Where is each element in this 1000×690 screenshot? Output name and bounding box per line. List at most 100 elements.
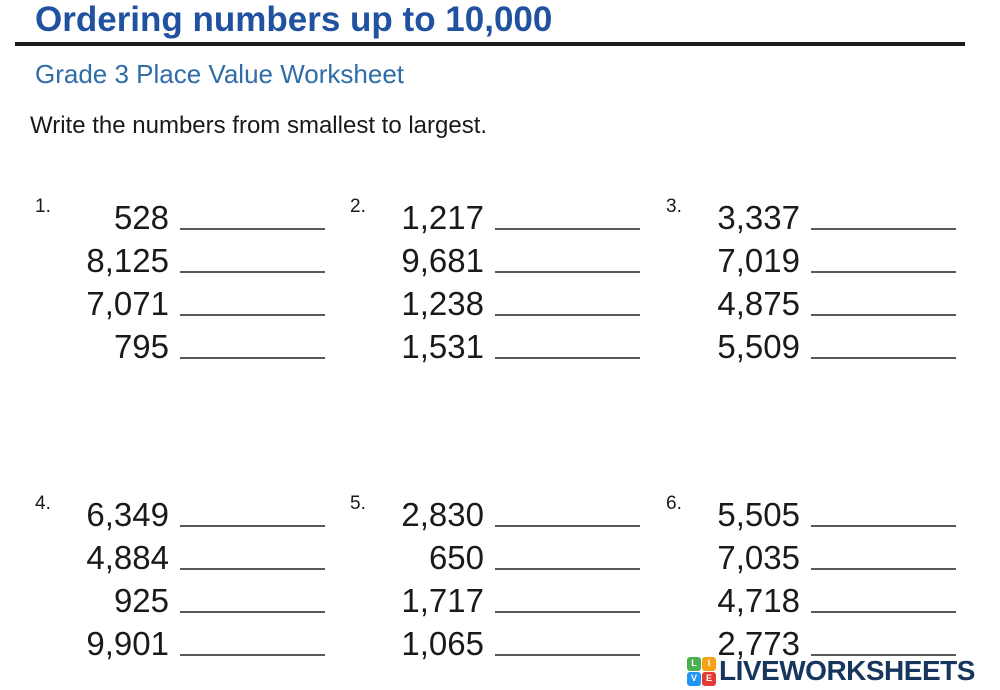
problem-5: 5. 2,830 650 1,717 1,065 xyxy=(350,484,666,660)
number-value: 3,337 xyxy=(717,199,800,236)
number-row: 7,035 xyxy=(688,527,956,574)
number-value: 795 xyxy=(113,328,169,365)
answer-blank[interactable] xyxy=(180,601,325,613)
logo-square-i: I xyxy=(702,656,716,671)
answer-blank[interactable] xyxy=(495,644,640,656)
number-value: 1,238 xyxy=(401,285,484,322)
number-value: 1,531 xyxy=(401,328,484,365)
liveworksheets-wordmark: LIVEWORKSHEETS xyxy=(719,655,975,686)
problem-rows: 6,349 4,884 925 9,901 xyxy=(57,484,325,660)
problem-rows: 2,830 650 1,717 1,065 xyxy=(372,484,640,660)
problem-6: 6. 5,505 7,035 4,718 2,773 xyxy=(666,484,996,660)
number-row: 4,884 xyxy=(57,527,325,574)
answer-blank[interactable] xyxy=(811,304,956,316)
answer-blank[interactable] xyxy=(811,644,956,656)
number-value: 7,035 xyxy=(717,539,800,576)
logo-square-e: E xyxy=(702,671,716,686)
worksheet-subtitle: Grade 3 Place Value Worksheet xyxy=(35,59,405,89)
number-value: 1,217 xyxy=(401,199,484,236)
answer-blank[interactable] xyxy=(811,261,956,273)
number-row: 650 xyxy=(372,527,640,574)
number-row: 2,773 xyxy=(688,613,956,660)
answer-blank[interactable] xyxy=(811,515,956,527)
number-row: 1,238 xyxy=(372,273,640,320)
number-row: 795 xyxy=(57,316,325,363)
number-value: 650 xyxy=(428,539,484,576)
number-value: 9,681 xyxy=(401,242,484,279)
number-row: 925 xyxy=(57,570,325,617)
problem-number: 4. xyxy=(35,493,51,514)
answer-blank[interactable] xyxy=(495,218,640,230)
number-value: 6,349 xyxy=(86,496,169,533)
number-value: 4,718 xyxy=(717,582,800,619)
number-row: 5,509 xyxy=(688,316,956,363)
number-row: 7,019 xyxy=(688,230,956,277)
problem-number: 5. xyxy=(350,493,366,514)
answer-blank[interactable] xyxy=(811,601,956,613)
number-row: 4,875 xyxy=(688,273,956,320)
number-row: 5,505 xyxy=(688,484,956,531)
problem-rows: 5,505 7,035 4,718 2,773 xyxy=(688,484,956,660)
number-row: 1,217 xyxy=(372,187,640,234)
number-row: 8,125 xyxy=(57,230,325,277)
problem-number: 1. xyxy=(35,196,51,217)
number-value: 4,884 xyxy=(86,539,169,576)
problem-4: 4. 6,349 4,884 925 9,901 xyxy=(35,484,350,660)
number-value: 7,071 xyxy=(86,285,169,322)
answer-blank[interactable] xyxy=(811,347,956,359)
answer-blank[interactable] xyxy=(495,261,640,273)
number-row: 7,071 xyxy=(57,273,325,320)
logo-square-v: V xyxy=(687,671,701,686)
number-row: 1,531 xyxy=(372,316,640,363)
title-rule xyxy=(15,42,965,46)
problem-2: 2. 1,217 9,681 1,238 1,531 xyxy=(350,187,666,363)
number-value: 4,875 xyxy=(717,285,800,322)
number-value: 7,019 xyxy=(717,242,800,279)
liveworksheets-logo[interactable]: L I V E LIVEWORKSHEETS xyxy=(687,655,975,687)
liveworksheets-logo-icon: L I V E xyxy=(687,656,716,686)
number-value: 925 xyxy=(113,582,169,619)
number-value: 5,509 xyxy=(717,328,800,365)
number-value: 2,773 xyxy=(717,625,800,662)
number-row: 3,337 xyxy=(688,187,956,234)
number-row: 2,830 xyxy=(372,484,640,531)
number-row: 4,718 xyxy=(688,570,956,617)
answer-blank[interactable] xyxy=(811,218,956,230)
answer-blank[interactable] xyxy=(180,644,325,656)
number-row: 9,681 xyxy=(372,230,640,277)
problem-1: 1. 528 8,125 7,071 795 xyxy=(35,187,350,363)
answer-blank[interactable] xyxy=(180,515,325,527)
number-row: 1,065 xyxy=(372,613,640,660)
problems-row-top: 1. 528 8,125 7,071 795 xyxy=(35,187,996,363)
answer-blank[interactable] xyxy=(495,601,640,613)
answer-blank[interactable] xyxy=(180,261,325,273)
answer-blank[interactable] xyxy=(495,304,640,316)
number-row: 1,717 xyxy=(372,570,640,617)
number-row: 528 xyxy=(57,187,325,234)
answer-blank[interactable] xyxy=(180,347,325,359)
answer-blank[interactable] xyxy=(180,218,325,230)
number-value: 5,505 xyxy=(717,496,800,533)
problem-rows: 1,217 9,681 1,238 1,531 xyxy=(372,187,640,363)
problems-row-bottom: 4. 6,349 4,884 925 9,901 xyxy=(35,484,996,660)
answer-blank[interactable] xyxy=(495,515,640,527)
number-value: 1,717 xyxy=(401,582,484,619)
answer-blank[interactable] xyxy=(180,304,325,316)
number-value: 1,065 xyxy=(401,625,484,662)
number-value: 9,901 xyxy=(86,625,169,662)
number-value: 8,125 xyxy=(86,242,169,279)
logo-square-l: L xyxy=(687,656,701,671)
problem-number: 6. xyxy=(666,493,682,514)
answer-blank[interactable] xyxy=(495,347,640,359)
number-value: 528 xyxy=(113,199,169,236)
number-row: 6,349 xyxy=(57,484,325,531)
problem-number: 3. xyxy=(666,196,682,217)
problem-3: 3. 3,337 7,019 4,875 5,509 xyxy=(666,187,996,363)
instruction-text: Write the numbers from smallest to large… xyxy=(30,112,488,139)
number-value: 2,830 xyxy=(401,496,484,533)
worksheet-title: Ordering numbers up to 10,000 xyxy=(35,0,553,39)
answer-blank[interactable] xyxy=(495,558,640,570)
answer-blank[interactable] xyxy=(180,558,325,570)
answer-blank[interactable] xyxy=(811,558,956,570)
